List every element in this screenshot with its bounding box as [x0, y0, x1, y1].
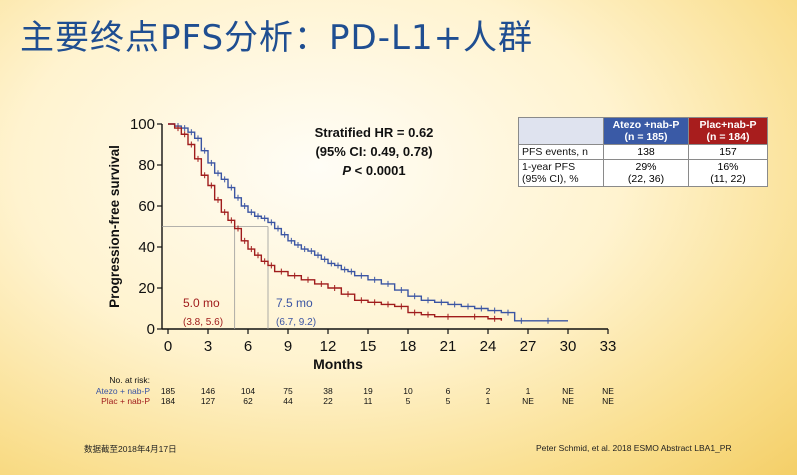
hr-line1: Stratified HR = 0.62 — [314, 125, 434, 140]
stats-cell-atezo: 138 — [603, 144, 689, 160]
risk-cell-plac: 184 — [160, 396, 176, 406]
risk-cell-atezo: 104 — [240, 386, 256, 396]
stats-cell-plac: 157 — [688, 144, 768, 160]
stats-header-row: Atezo +nab-P (n = 185) Plac+nab-P (n = 184… — [518, 117, 768, 145]
x-tick-label: 33 — [600, 338, 617, 355]
hr-box: Stratified HR = 0.62 (95% CI: 0.49, 0.78… — [306, 123, 442, 180]
risk-cell-plac: NE — [562, 396, 574, 406]
risk-cell-plac: NE — [522, 396, 534, 406]
risk-cell-atezo: 6 — [445, 386, 451, 396]
x-tick-label: 9 — [284, 338, 292, 355]
x-tick-label: 21 — [440, 338, 457, 355]
x-tick-label: 3 — [204, 338, 212, 355]
y-tick-label: 80 — [138, 157, 155, 174]
stats-header-atezo: Atezo +nab-P (n = 185) — [603, 117, 689, 145]
risk-cell-atezo: NE — [602, 386, 614, 396]
hr-line2: (95% CI: 0.49, 0.78) — [315, 144, 433, 159]
stats-cell-plac: 16% (11, 22) — [688, 159, 768, 187]
x-tick-label: 0 — [164, 338, 172, 355]
chart-ticks: 0 3 6 9 12 15 18 21 24 27 30 33 0 20 40 60 80 100 Months Pr… — [107, 116, 616, 372]
risk-cell-atezo: 2 — [485, 386, 491, 396]
risk-cell-atezo: 185 — [160, 386, 176, 396]
series-line-atezo — [168, 123, 568, 322]
x-tick-label: 6 — [244, 338, 252, 355]
y-tick-label: 100 — [130, 116, 155, 133]
risk-cell-plac: 1 — [485, 396, 491, 406]
citation: Peter Schmid, et al. 2018 ESMO Abstract … — [536, 443, 732, 453]
stats-row-1yr: 1-year PFS (95% CI), % 29% (22, 36) 16% (11… — [518, 159, 768, 187]
risk-cell-plac: 127 — [200, 396, 216, 406]
risk-cell-atezo: NE — [562, 386, 574, 396]
risk-cell-plac: 62 — [243, 396, 253, 406]
risk-cell-atezo: 75 — [283, 386, 293, 396]
stats-row-events: PFS events, n 138 157 — [518, 144, 768, 160]
x-tick-label: 30 — [560, 338, 577, 355]
stats-header-plac: Plac+nab-P (n = 184) — [688, 117, 768, 145]
x-tick-label: 12 — [320, 338, 337, 355]
data-cutoff-note: 数据截至2018年4月17日 — [84, 444, 177, 454]
risk-label-plac: Plac + nab-P — [101, 396, 150, 406]
risk-cell-plac: 11 — [363, 396, 373, 406]
stats-header-blank — [518, 117, 604, 145]
risk-label-atezo: Atezo + nab-P — [95, 386, 150, 396]
median-label: 5.0 mo — [183, 296, 220, 310]
risk-header: No. at risk: — [109, 375, 150, 385]
x-tick-label: 27 — [520, 338, 537, 355]
y-tick-label: 0 — [147, 321, 155, 338]
risk-cell-plac: NE — [602, 396, 614, 406]
median-guides — [162, 226, 269, 329]
x-tick-label: 18 — [400, 338, 417, 355]
stats-cell-atezo: 29% (22, 36) — [603, 159, 689, 187]
median-label: 7.5 mo — [276, 296, 313, 310]
stats-row-label: 1-year PFS (95% CI), % — [518, 159, 604, 187]
chart-series — [168, 123, 568, 324]
slide-title: 主要终点PFS分析：PD-L1+人群 — [20, 18, 534, 58]
risk-cell-plac: 22 — [323, 396, 333, 406]
risk-cell-atezo: 10 — [403, 386, 413, 396]
p-label: P — [342, 163, 352, 178]
x-tick-label: 15 — [360, 338, 377, 355]
y-tick-label: 20 — [138, 280, 155, 297]
stats-table: Atezo +nab-P (n = 185) Plac+nab-P (n = 184… — [518, 117, 768, 187]
median-ci: (6.7, 9.2) — [276, 317, 316, 328]
x-tick-label: 24 — [480, 338, 497, 355]
risk-cell-plac: 5 — [405, 396, 411, 406]
risk-cell-atezo: 1 — [525, 386, 531, 396]
y-axis-label: Progression-free survival — [107, 145, 122, 308]
risk-cell-atezo: 19 — [363, 386, 373, 396]
risk-cell-plac: 5 — [445, 396, 451, 406]
risk-cell-atezo: 38 — [323, 386, 333, 396]
stats-row-label: PFS events, n — [518, 144, 604, 160]
median-ci: (3.8, 5.6) — [183, 317, 223, 328]
y-tick-label: 40 — [138, 239, 155, 256]
p-value: < 0.0001 — [351, 163, 406, 178]
x-axis-label: Months — [313, 356, 363, 372]
chart-annotations: 5.0 mo (3.8, 5.6) 7.5 mo (6.7, 9.2) — [183, 296, 316, 328]
y-tick-label: 60 — [138, 198, 155, 215]
risk-cell-plac: 44 — [283, 396, 293, 406]
risk-cell-atezo: 146 — [200, 386, 216, 396]
hr-line3: P < 0.0001 — [306, 161, 442, 180]
